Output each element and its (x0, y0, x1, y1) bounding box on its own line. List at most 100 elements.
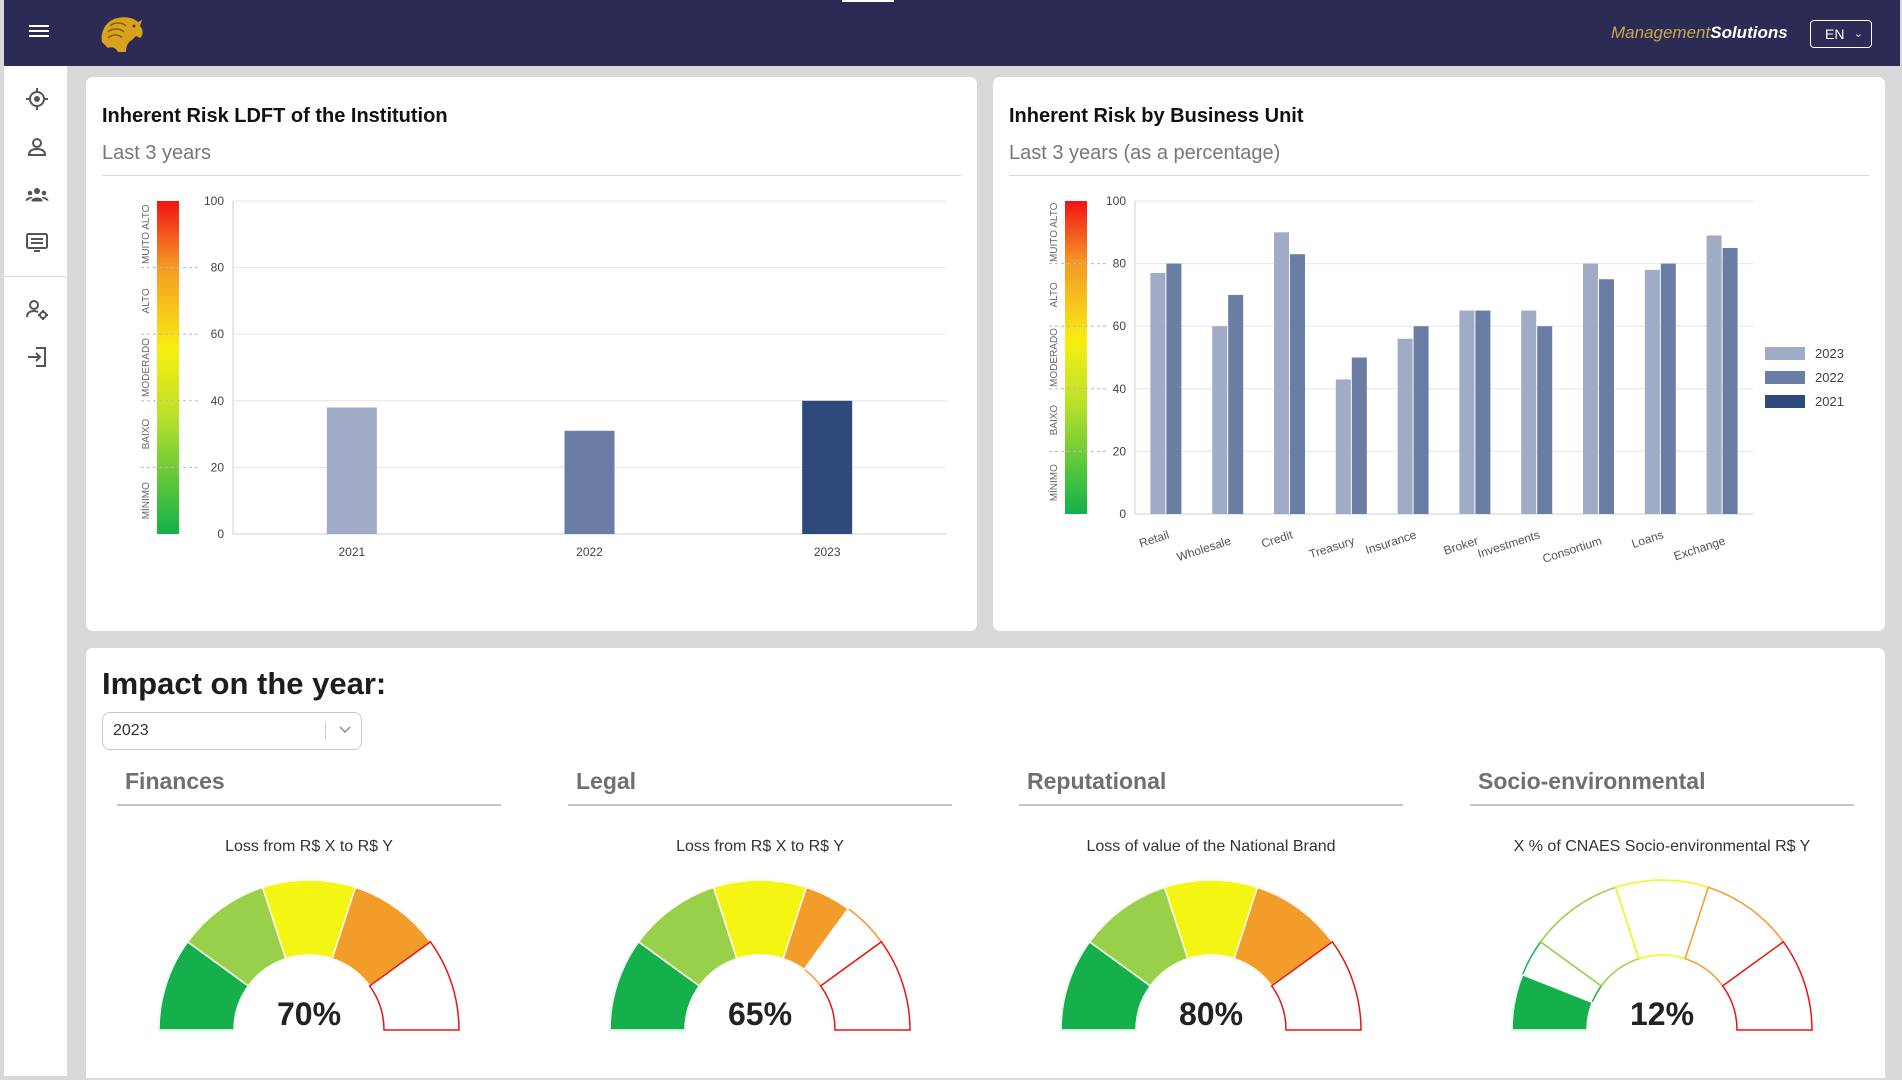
group-icon[interactable] (24, 181, 50, 207)
bar-Loans-2022 (1660, 263, 1676, 514)
bar-2022 (564, 430, 615, 534)
lion-logo-icon (101, 17, 143, 52)
risk-gauge (1511, 879, 1813, 1031)
y-tick-label: 80 (1113, 257, 1127, 271)
year-select[interactable]: 2023 (102, 712, 362, 750)
monitor-list-icon[interactable] (24, 229, 50, 255)
risk-scale-label: MUITO ALTO (1049, 202, 1060, 262)
risk-scale-label: MÍNIMO (139, 482, 152, 519)
risk-gauge (609, 879, 911, 1031)
bar-Retail-2023 (1150, 272, 1166, 514)
y-tick-label: 60 (211, 327, 225, 341)
gauge-segment-outline (1270, 940, 1362, 1031)
gauge-value: 12% (1629, 996, 1695, 1032)
business-unit-risk-chart: MÍNIMO BAIXO MODERADO ALTO MUITO ALTO 0 20 40 60… (1047, 194, 1844, 566)
x-tick-label: Loans (1630, 528, 1665, 551)
y-tick-label: 20 (211, 460, 225, 474)
impact-legal: Legal Loss from R$ X to R$ Y 65% (568, 768, 952, 1068)
gauge-value: 65% (727, 996, 793, 1032)
user-icon[interactable] (24, 134, 50, 160)
gauge-segment-fill (782, 886, 850, 971)
institution-risk-card: Inherent Risk LDFT of the Institution La… (86, 77, 977, 631)
impact-reputational: Reputational Loss of value of the Nationa… (1019, 768, 1403, 1068)
impact-divider (568, 804, 952, 806)
y-tick-label: 40 (211, 394, 225, 408)
card-title: Inherent Risk LDFT of the Institution (102, 105, 448, 127)
impact-divider (117, 804, 501, 806)
top-indicator (842, 0, 894, 2)
impact-description: Loss of value of the National Brand (1086, 838, 1336, 855)
institution-risk-chart: MÍNIMO BAIXO MODERADO ALTO MUITO ALTO 0 20 40 60… (139, 194, 946, 559)
x-tick-label: Exchange (1672, 533, 1727, 563)
impact-name: Reputational (1027, 768, 1167, 794)
brand-bold: Solutions (1710, 23, 1788, 42)
risk-gauge (1060, 879, 1362, 1031)
select-divider (325, 722, 326, 740)
sidebar (4, 66, 68, 1076)
sign-in-icon[interactable] (24, 344, 50, 370)
gauge-segment-outline (368, 940, 460, 1031)
risk-scale-bar (1065, 201, 1087, 514)
bar-Consortium-2022 (1599, 279, 1614, 514)
bar-Wholesale-2022 (1228, 294, 1244, 514)
card-divider (102, 175, 961, 176)
gauge-segment-fill (1511, 973, 1594, 1031)
language-select[interactable]: EN ⌄ (1810, 20, 1872, 48)
bar-Credit-2022 (1290, 254, 1305, 514)
y-tick-label: 100 (204, 194, 224, 208)
legend-swatch (1765, 395, 1805, 408)
legend-label: 2021 (1815, 394, 1844, 409)
legend-label: 2022 (1815, 370, 1844, 385)
x-tick-label: Investments (1476, 528, 1542, 561)
year-select-value: 2023 (113, 722, 149, 739)
top-bar: ManagementSolutions EN ⌄ (4, 0, 1900, 66)
bar-Retail-2022 (1166, 263, 1182, 514)
y-tick-label: 80 (211, 261, 225, 275)
x-tick-label: Retail (1137, 528, 1171, 551)
bar-Loans-2023 (1644, 269, 1660, 514)
impact-description: Loss from R$ X to R$ Y (225, 838, 393, 855)
y-tick-label: 0 (217, 527, 224, 541)
y-tick-label: 20 (1113, 444, 1127, 458)
impact-divider (1470, 804, 1854, 806)
x-tick-label: Credit (1260, 527, 1295, 550)
bar-Wholesale-2023 (1212, 326, 1228, 514)
bar-2021 (326, 407, 377, 534)
risk-scale-label: MUITO ALTO (141, 204, 152, 264)
x-tick-label: Insurance (1364, 527, 1419, 557)
bar-Credit-2023 (1274, 232, 1289, 515)
impact-finances: Finances Loss from R$ X to R$ Y 70% (117, 768, 501, 1068)
bar-Exchange-2023 (1706, 235, 1722, 514)
x-tick-label: 2021 (338, 545, 365, 559)
impact-divider (1019, 804, 1403, 806)
y-tick-label: 100 (1106, 194, 1126, 208)
target-icon[interactable] (24, 86, 50, 112)
card-title: Inherent Risk by Business Unit (1009, 105, 1304, 127)
x-tick-label: 2022 (576, 545, 603, 559)
bar-Exchange-2022 (1722, 247, 1738, 514)
gauge-value: 70% (276, 996, 342, 1032)
impact-name: Socio-environmental (1478, 768, 1706, 794)
impact-title: Impact on the year: (102, 666, 387, 701)
brand-name: ManagementSolutions (1611, 23, 1788, 43)
risk-scale-label: ALTO (1049, 282, 1060, 307)
language-value: EN (1825, 26, 1845, 42)
legend-label: 2023 (1815, 346, 1844, 361)
sidebar-divider (4, 276, 68, 277)
card-subtitle: Last 3 years (102, 142, 211, 164)
impact-card: Impact on the year: 2023 Finances Loss fr… (86, 648, 1885, 1078)
risk-scale-label: MÍNIMO (1047, 464, 1060, 501)
brand-italic: Management (1611, 23, 1711, 42)
bar-Treasury-2023 (1335, 379, 1351, 514)
legend-swatch (1765, 347, 1805, 360)
impact-name: Legal (576, 768, 637, 794)
card-divider (1009, 175, 1869, 176)
gauge-value: 80% (1178, 996, 1244, 1032)
x-tick-label: Consortium (1541, 534, 1604, 566)
risk-scale-label: MODERADO (141, 338, 152, 397)
risk-scale-label: MODERADO (1049, 328, 1060, 387)
user-settings-icon[interactable] (24, 296, 50, 322)
bar-Treasury-2022 (1351, 357, 1367, 514)
hamburger-menu-icon[interactable] (24, 22, 54, 46)
impact-socio-environmental: Socio-environmental X % of CNAES Socio-en… (1470, 768, 1854, 1068)
